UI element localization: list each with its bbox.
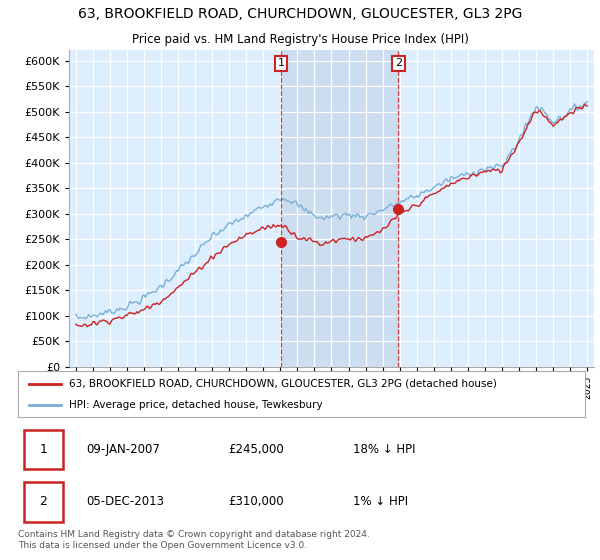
Text: 1: 1 — [40, 443, 47, 456]
Text: 1: 1 — [277, 58, 284, 68]
Text: 1% ↓ HPI: 1% ↓ HPI — [353, 496, 407, 508]
Text: Contains HM Land Registry data © Crown copyright and database right 2024.
This d: Contains HM Land Registry data © Crown c… — [18, 530, 370, 550]
Text: 63, BROOKFIELD ROAD, CHURCHDOWN, GLOUCESTER, GL3 2PG: 63, BROOKFIELD ROAD, CHURCHDOWN, GLOUCES… — [78, 7, 522, 21]
Text: 05-DEC-2013: 05-DEC-2013 — [86, 496, 164, 508]
FancyBboxPatch shape — [23, 430, 64, 469]
Text: Price paid vs. HM Land Registry's House Price Index (HPI): Price paid vs. HM Land Registry's House … — [131, 34, 469, 46]
Text: HPI: Average price, detached house, Tewkesbury: HPI: Average price, detached house, Tewk… — [69, 400, 323, 410]
Text: 09-JAN-2007: 09-JAN-2007 — [86, 443, 160, 456]
Text: £245,000: £245,000 — [228, 443, 284, 456]
Text: 63, BROOKFIELD ROAD, CHURCHDOWN, GLOUCESTER, GL3 2PG (detached house): 63, BROOKFIELD ROAD, CHURCHDOWN, GLOUCES… — [69, 379, 497, 389]
Text: 2: 2 — [395, 58, 402, 68]
Bar — [281, 50, 398, 367]
Text: 18% ↓ HPI: 18% ↓ HPI — [353, 443, 415, 456]
FancyBboxPatch shape — [23, 482, 64, 521]
Text: £310,000: £310,000 — [228, 496, 283, 508]
Text: 2: 2 — [40, 496, 47, 508]
